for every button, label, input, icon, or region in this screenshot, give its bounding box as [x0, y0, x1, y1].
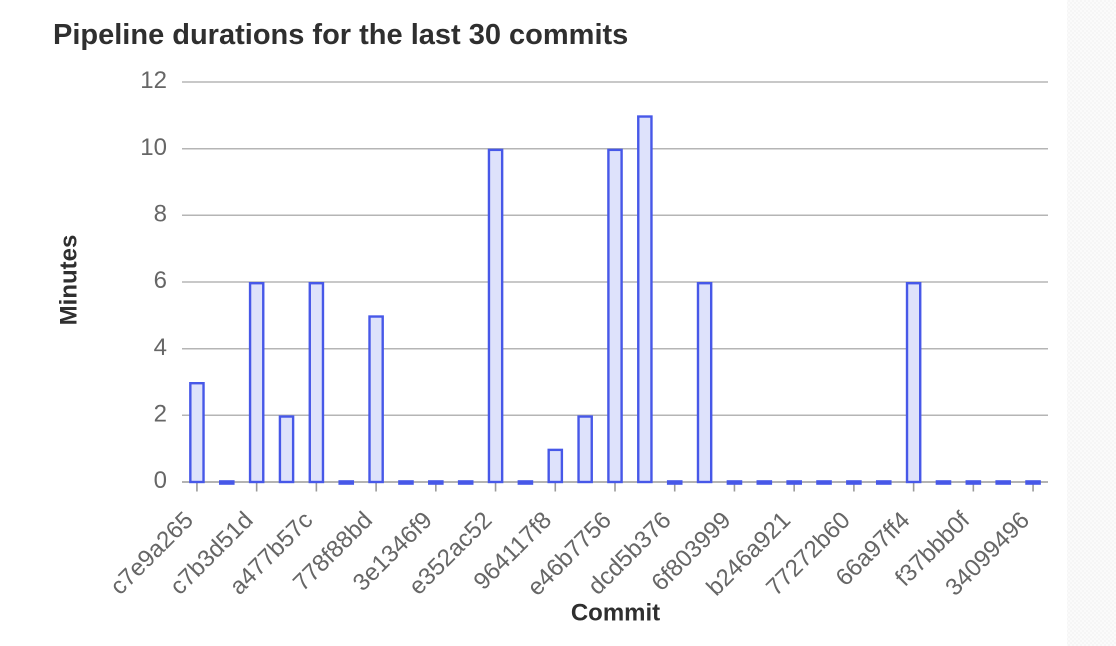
svg-text:10: 10 — [140, 134, 167, 161]
svg-text:12: 12 — [140, 67, 167, 94]
svg-text:2: 2 — [154, 401, 167, 428]
svg-text:Minutes: Minutes — [56, 235, 83, 326]
svg-text:8: 8 — [154, 201, 167, 228]
svg-text:Commit: Commit — [571, 600, 660, 627]
svg-text:Pipeline durations for the las: Pipeline durations for the last 30 commi… — [53, 19, 628, 51]
svg-text:0: 0 — [154, 467, 167, 494]
svg-text:6: 6 — [154, 267, 167, 294]
svg-text:4: 4 — [154, 334, 167, 361]
